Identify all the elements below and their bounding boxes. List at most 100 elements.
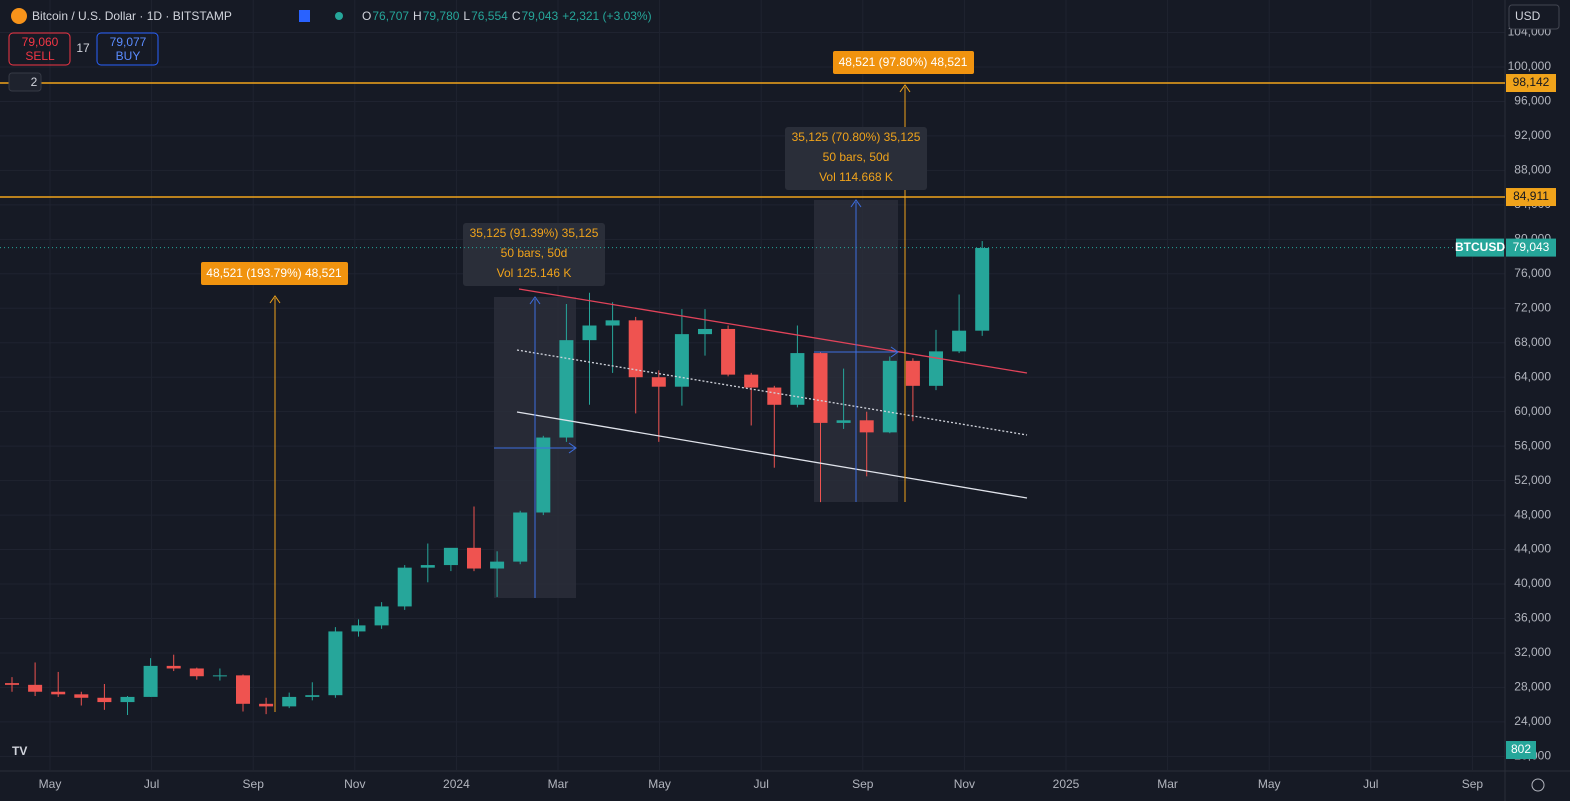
- candle-body: [328, 631, 343, 696]
- level-label: 84,911: [1513, 189, 1549, 203]
- y-tick-label: 68,000: [1514, 335, 1551, 349]
- last-name: BTCUSD: [1455, 240, 1505, 254]
- sell-button[interactable]: [8, 32, 71, 66]
- measure-text: 50 bars, 50d: [501, 246, 568, 260]
- y-tick-label: 44,000: [1514, 542, 1551, 556]
- buy-price: 79,077: [110, 35, 147, 49]
- x-tick-label: Jul: [754, 777, 769, 791]
- measure-text: 50 bars, 50d: [823, 150, 890, 164]
- candle-body: [166, 665, 181, 669]
- symbol: Bitcoin / U.S. Dollar · 1D · BITSTAMP: [32, 9, 232, 23]
- buy-label: BUY: [116, 49, 141, 63]
- target-text: 48,521 (193.79%) 48,521: [206, 266, 342, 280]
- candle-body: [443, 547, 458, 566]
- x-tick-label: Mar: [548, 777, 569, 791]
- currency-select[interactable]: [1508, 4, 1560, 30]
- candle-body: [721, 328, 736, 375]
- level-label: 98,142: [1513, 75, 1550, 89]
- x-tick-label: Mar: [1157, 777, 1178, 791]
- measure-text: Vol 114.668 K: [819, 170, 893, 184]
- candle-body: [5, 683, 19, 685]
- ohlc-value: 79,043: [521, 9, 558, 23]
- overlay: 20,00024,00028,00032,00036,00040,00044,0…: [0, 25, 1556, 791]
- x-tick-label: 2024: [443, 777, 470, 791]
- measure-box: [463, 223, 605, 286]
- candle-body: [282, 696, 297, 707]
- y-tick-label: 96,000: [1514, 94, 1551, 108]
- channel-bottom: [516, 411, 1028, 499]
- ohlc-key: H: [413, 9, 422, 23]
- settings-icon[interactable]: [1531, 778, 1545, 792]
- candle-body: [582, 325, 597, 341]
- candle-body: [559, 340, 574, 438]
- y-tick-label: 60,000: [1514, 404, 1551, 418]
- candle-body: [74, 694, 89, 698]
- candle-body: [305, 695, 320, 697]
- candle-body: [882, 360, 897, 433]
- y-tick-label: 56,000: [1514, 438, 1551, 452]
- ohlc-key: O: [362, 9, 371, 23]
- candle-body: [513, 512, 528, 562]
- measure-text: Vol 125.146 K: [497, 266, 572, 280]
- measure-text: 35,125 (91.39%) 35,125: [470, 226, 599, 240]
- candle-body: [490, 561, 505, 569]
- level-tag: [1506, 74, 1556, 93]
- layers-count: 2: [31, 75, 38, 89]
- volume-label: 802: [1511, 742, 1531, 756]
- ohlc-value: 76,554: [471, 9, 508, 23]
- grid: [0, 0, 1505, 770]
- measure-arrows: [494, 199, 899, 598]
- x-tick-label: May: [648, 777, 671, 791]
- level-tag: [1506, 188, 1556, 207]
- candle-body: [975, 247, 990, 331]
- candle-body: [397, 567, 412, 607]
- candle-body: [836, 420, 851, 423]
- y-tick-label: 36,000: [1514, 611, 1551, 625]
- target-text: 48,521 (97.80%) 48,521: [839, 55, 968, 69]
- sell-price: 79,060: [22, 35, 59, 49]
- ohlc-value: 76,707: [372, 9, 409, 23]
- target-label: [201, 262, 348, 285]
- last-price: 79,043: [1513, 240, 1550, 254]
- candle-body: [813, 353, 828, 423]
- y-tick-label: 64,000: [1514, 369, 1551, 383]
- x-tick-label: Sep: [243, 777, 265, 791]
- layers-toggle[interactable]: [8, 72, 42, 92]
- x-tick-label: 2025: [1053, 777, 1080, 791]
- candle-body: [143, 665, 158, 697]
- sell-label: SELL: [25, 49, 55, 63]
- y-tick-label: 76,000: [1514, 266, 1551, 280]
- candle-body: [467, 547, 481, 569]
- candle-body: [51, 691, 66, 695]
- y-tick-label: 28,000: [1514, 680, 1551, 694]
- x-tick-label: Jul: [1363, 777, 1378, 791]
- logo: TV: [12, 744, 27, 758]
- ohlc-change: +2,321 (+3.03%): [562, 9, 651, 23]
- candle-body: [790, 353, 805, 405]
- flag-icon: [299, 10, 310, 22]
- candle-body: [420, 565, 435, 568]
- volume-tag: [1506, 741, 1536, 759]
- coin-icon: [11, 8, 27, 24]
- candle-body: [905, 360, 920, 386]
- ohlc-key: L: [463, 9, 470, 23]
- candle-body: [929, 351, 943, 386]
- y-tick-label: 40,000: [1514, 576, 1551, 590]
- last-price-tag: [1506, 238, 1556, 257]
- candle-body: [212, 675, 227, 677]
- candle-body: [28, 684, 43, 692]
- candle-body: [698, 328, 712, 335]
- candle-body: [236, 675, 250, 704]
- y-tick-label: 100,000: [1508, 59, 1552, 73]
- candles: [5, 241, 990, 716]
- y-tick-label: 88,000: [1514, 163, 1551, 177]
- ohlc-key: C: [512, 9, 521, 23]
- y-tick-label: 52,000: [1514, 473, 1551, 487]
- candle-body: [744, 374, 759, 388]
- buy-button[interactable]: [96, 32, 159, 66]
- candle-body: [536, 437, 551, 513]
- candle-body: [374, 606, 389, 626]
- y-tick-label: 72,000: [1514, 300, 1551, 314]
